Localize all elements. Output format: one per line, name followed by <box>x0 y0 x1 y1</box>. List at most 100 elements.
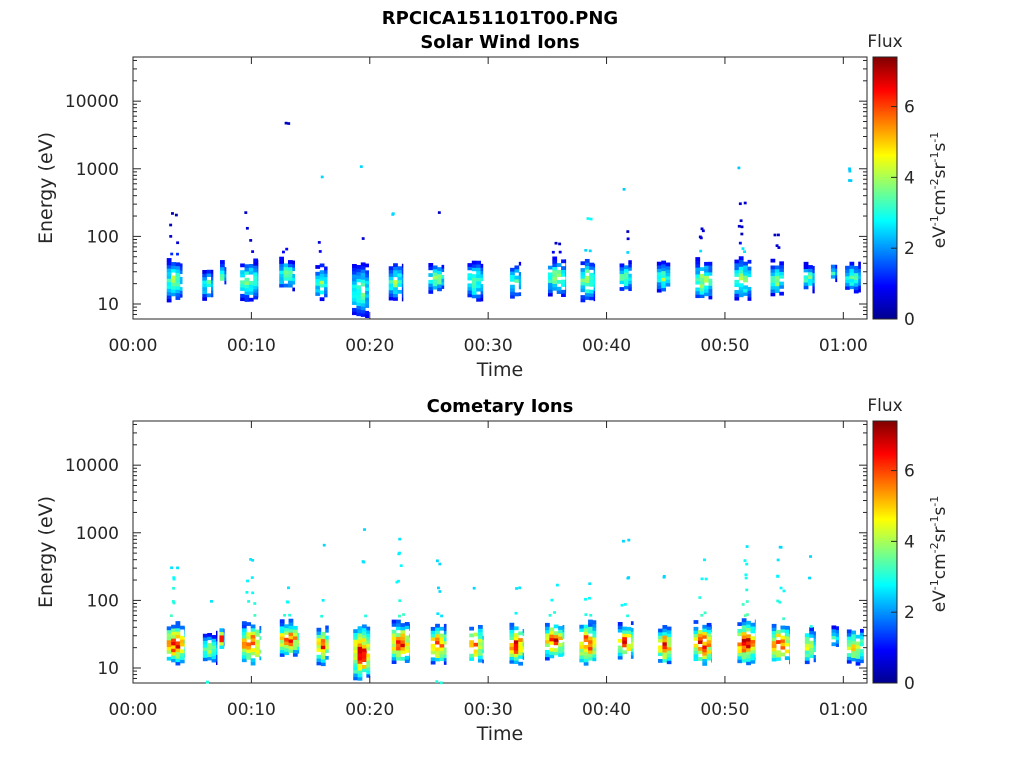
heatmap-cell <box>241 655 247 659</box>
heatmap-cell <box>666 629 672 634</box>
heatmap-cell <box>202 654 208 658</box>
heatmap-cell <box>480 277 484 282</box>
x-tick-label: 00:10 <box>227 700 276 720</box>
heatmap-cell <box>665 265 671 270</box>
heatmap-cell <box>551 250 555 254</box>
heatmap-cell <box>656 288 662 293</box>
heatmap-cell <box>743 292 748 296</box>
heatmap-cell <box>211 283 214 288</box>
heatmap-cell <box>166 295 172 300</box>
heatmap-cell <box>846 659 852 664</box>
heatmap-cell <box>361 658 367 663</box>
heatmap-cell <box>435 654 440 659</box>
heatmap-cell <box>518 638 524 642</box>
heatmap-cell <box>400 623 406 627</box>
heatmap-cell <box>662 625 668 629</box>
heatmap-cell <box>661 260 667 265</box>
heatmap-cell <box>510 271 515 275</box>
heatmap-cell <box>400 626 406 631</box>
heatmap-cell <box>202 650 208 655</box>
heatmap-cell <box>366 667 371 671</box>
heatmap-cell <box>467 290 473 294</box>
heatmap-cell <box>283 613 287 617</box>
heatmap-cell <box>552 270 558 274</box>
heatmap-cell <box>360 302 366 307</box>
heatmap-cell <box>812 286 815 290</box>
heatmap-cell <box>693 630 699 635</box>
heatmap-cell <box>561 269 566 274</box>
heatmap-cell <box>356 312 362 317</box>
heatmap-cell <box>471 277 477 282</box>
heatmap-cell <box>166 271 172 276</box>
heatmap-cell <box>858 278 861 283</box>
heatmap-cell <box>588 249 592 253</box>
heatmap-cell <box>665 282 671 287</box>
heatmap-cell <box>741 247 745 250</box>
heatmap-cell <box>746 651 751 656</box>
heatmap-cell <box>853 276 859 280</box>
heatmap-cell <box>288 639 294 643</box>
heatmap-cell <box>699 290 705 295</box>
heatmap-cell <box>544 649 550 654</box>
heatmap-cell <box>430 643 436 648</box>
heatmap-cell <box>579 624 585 629</box>
heatmap-cell <box>356 308 362 313</box>
heatmap-cell <box>366 660 371 665</box>
heatmap-cell <box>662 652 668 656</box>
heatmap-cell <box>830 274 836 279</box>
heatmap-cell <box>556 263 562 267</box>
heatmap-cell <box>388 276 394 281</box>
heatmap-cell <box>440 614 444 618</box>
heatmap-cell <box>804 636 810 641</box>
heatmap-cell <box>319 270 325 275</box>
heatmap-cell <box>704 268 709 273</box>
heatmap-cell <box>255 643 260 647</box>
heatmap-cell <box>279 263 284 268</box>
heatmap-cell <box>292 287 295 292</box>
heatmap-cell <box>849 265 855 269</box>
heatmap-cell <box>702 641 708 646</box>
heatmap-cell <box>220 270 225 274</box>
heatmap-cell <box>750 636 756 641</box>
heatmap-cell <box>257 273 259 278</box>
heatmap-cell <box>774 268 780 273</box>
heatmap-cell <box>176 566 179 570</box>
heatmap-cell <box>622 633 627 638</box>
heatmap-cell <box>409 633 410 638</box>
heatmap-cell <box>737 622 743 626</box>
heatmap-cell <box>437 211 441 214</box>
heatmap-cell <box>363 528 366 531</box>
heatmap-cell <box>588 626 593 631</box>
heatmap-cell <box>240 273 245 278</box>
heatmap-cell <box>357 643 363 647</box>
heatmap-cell <box>743 288 748 293</box>
heatmap-cell <box>401 297 404 302</box>
heatmap-cell <box>851 637 857 642</box>
heatmap-cell <box>695 267 701 272</box>
heatmap-cell <box>630 644 634 649</box>
heatmap-cell <box>518 655 524 659</box>
heatmap-cell <box>846 639 852 644</box>
heatmap-cell <box>404 655 410 660</box>
heatmap-cell <box>845 269 850 273</box>
heatmap-cell <box>428 286 434 291</box>
heatmap-cell <box>315 281 321 286</box>
heatmap-cell <box>813 644 816 649</box>
heatmap-cell <box>297 632 300 637</box>
heatmap-cell <box>779 274 784 279</box>
heatmap-cell <box>356 292 362 296</box>
heatmap-cell <box>391 653 397 658</box>
heatmap-cell <box>285 247 289 251</box>
heatmap-cell <box>287 586 290 590</box>
heatmap-cell <box>288 613 292 617</box>
heatmap-cell <box>851 644 857 648</box>
heatmap-cell <box>626 237 630 241</box>
heatmap-cell <box>750 656 756 661</box>
heatmap-cell <box>247 600 251 603</box>
heatmap-cell <box>482 635 484 640</box>
heatmap-cell <box>549 630 555 635</box>
heatmap-cell <box>255 629 260 634</box>
heatmap-cell <box>248 270 254 275</box>
heatmap-cell <box>666 643 672 648</box>
heatmap-cell <box>662 628 668 633</box>
